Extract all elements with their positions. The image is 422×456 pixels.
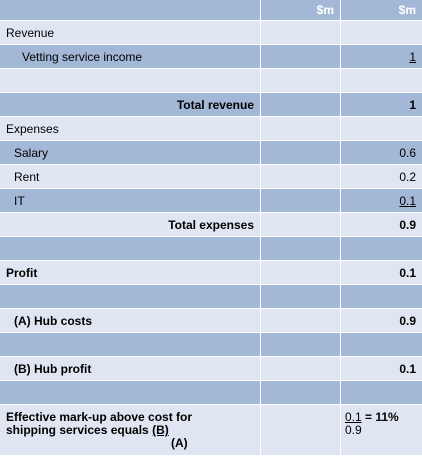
total-revenue-label: Total revenue [0, 93, 261, 117]
spacer-row [0, 285, 422, 309]
total-revenue-value: 1 [341, 93, 422, 117]
markup-label-b: (B) [152, 423, 169, 437]
spacer-row [0, 333, 422, 357]
expense-label: Salary [0, 141, 261, 165]
expenses-heading-row: Expenses [0, 117, 422, 141]
hub-profit-value: 0.1 [341, 357, 422, 381]
markup-row: Effective mark-up above cost for shippin… [0, 405, 422, 456]
markup-label-line1: Effective mark-up above cost for [6, 410, 193, 424]
revenue-heading-row: Revenue [0, 21, 422, 45]
total-revenue-row: Total revenue 1 [0, 93, 422, 117]
hub-profit-row: (B) Hub profit 0.1 [0, 357, 422, 381]
spacer-row [0, 237, 422, 261]
vetting-income-label: Vetting service income [0, 45, 261, 69]
profit-label: Profit [0, 261, 261, 285]
total-expenses-value: 0.9 [341, 213, 422, 237]
revenue-heading: Revenue [0, 21, 261, 45]
markup-value: 0.1 = 11% 0.9 [341, 405, 422, 456]
spacer-row [0, 69, 422, 93]
markup-denominator: 0.9 [345, 423, 362, 437]
markup-label-a: (A) [171, 436, 188, 450]
markup-label: Effective mark-up above cost for shippin… [0, 405, 261, 456]
vetting-income-row: Vetting service income 1 [0, 45, 422, 69]
hub-costs-row: (A) Hub costs 0.9 [0, 309, 422, 333]
expenses-heading: Expenses [0, 117, 261, 141]
expense-label: Rent [0, 165, 261, 189]
profit-row: Profit 0.1 [0, 261, 422, 285]
markup-fraction: 0.1 = 11% 0.9 [345, 411, 399, 437]
markup-label-line2: shipping services equals [6, 423, 149, 437]
header-row: $m $m [0, 0, 422, 21]
expense-value: 0.1 [341, 189, 422, 213]
expense-value: 0.2 [341, 165, 422, 189]
expense-row: IT 0.1 [0, 189, 422, 213]
vetting-income-value: 1 [341, 45, 422, 69]
header-col2: $m [261, 0, 341, 21]
header-col3: $m [341, 0, 422, 21]
expense-row: Salary 0.6 [0, 141, 422, 165]
expense-row: Rent 0.2 [0, 165, 422, 189]
markup-numerator: 0.1 [345, 410, 362, 424]
total-expenses-row: Total expenses 0.9 [0, 213, 422, 237]
hub-costs-value: 0.9 [341, 309, 422, 333]
hub-profit-label: (B) Hub profit [0, 357, 261, 381]
hub-costs-label: (A) Hub costs [0, 309, 261, 333]
expense-label: IT [0, 189, 261, 213]
spacer-row [0, 381, 422, 405]
total-expenses-label: Total expenses [0, 213, 261, 237]
profit-value: 0.1 [341, 261, 422, 285]
expense-value: 0.6 [341, 141, 422, 165]
markup-equals: = 11% [365, 410, 399, 424]
header-label-cell [0, 0, 261, 21]
